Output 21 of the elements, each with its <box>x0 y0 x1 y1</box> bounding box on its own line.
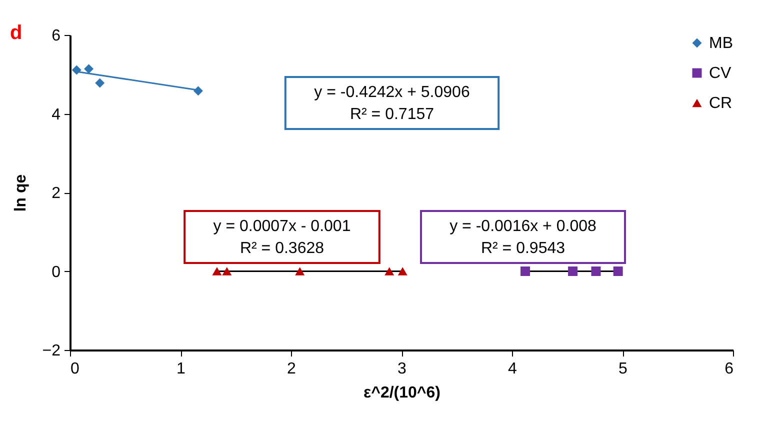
x-tick-label: 6 <box>724 360 734 378</box>
annotation: y = -0.4242x + 5.0906 R² = 0.7157 <box>314 84 470 123</box>
x-tick-label: 4 <box>508 360 518 378</box>
x-tick-label: 5 <box>618 360 628 378</box>
x-tick-label: 0 <box>70 360 80 378</box>
annotation: y = -0.0016x + 0.008 R² = 0.9543 <box>450 218 596 257</box>
x-tick-label: 1 <box>176 360 186 378</box>
y-tick-label: 2 <box>52 185 61 202</box>
x-tick-label: 2 <box>287 360 296 378</box>
x-tick-label: 3 <box>398 360 407 378</box>
y-tick-label: 6 <box>52 28 61 44</box>
legend-label: CV <box>709 65 732 82</box>
x-axis-title: ε^2/(10^6) <box>364 384 440 402</box>
legend-label: CR <box>709 95 732 112</box>
y-tick-label: 0 <box>52 264 61 281</box>
y-tick-label: 4 <box>52 106 61 124</box>
chart-title: d <box>10 22 22 44</box>
annotation: y = 0.0007x - 0.001 R² = 0.3628 <box>213 218 351 257</box>
y-tick-label: −2 <box>42 342 61 360</box>
legend-label: MB <box>709 35 733 52</box>
y-axis-title: ln qe <box>12 174 30 212</box>
